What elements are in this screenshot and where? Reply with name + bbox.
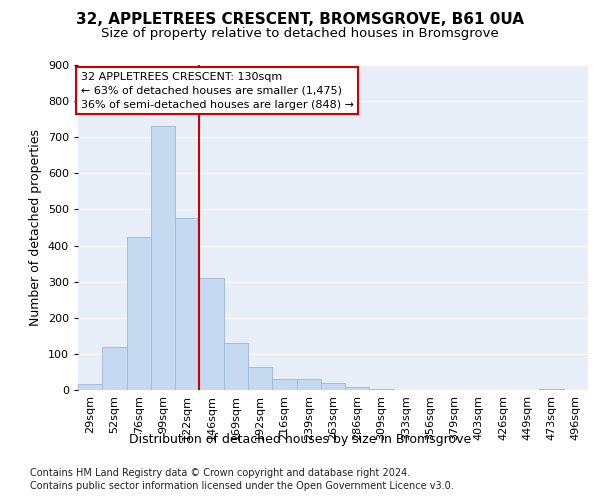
Text: Contains HM Land Registry data © Crown copyright and database right 2024.: Contains HM Land Registry data © Crown c… [30,468,410,477]
Text: Size of property relative to detached houses in Bromsgrove: Size of property relative to detached ho… [101,28,499,40]
Bar [345,387,370,390]
Text: 32 APPLETREES CRESCENT: 130sqm
← 63% of detached houses are smaller (1,475)
36% : 32 APPLETREES CRESCENT: 130sqm ← 63% of … [80,72,353,110]
Text: 32, APPLETREES CRESCENT, BROMSGROVE, B61 0UA: 32, APPLETREES CRESCENT, BROMSGROVE, B61… [76,12,524,28]
Bar [296,379,321,390]
Bar [102,346,127,390]
Bar [175,218,199,390]
Bar [272,379,296,390]
Bar [224,343,248,390]
Bar [127,236,151,390]
Bar [248,366,272,390]
Y-axis label: Number of detached properties: Number of detached properties [29,129,42,326]
Bar [78,384,102,390]
Text: Distribution of detached houses by size in Bromsgrove: Distribution of detached houses by size … [129,432,471,446]
Bar [321,383,345,390]
Bar [199,278,224,390]
Bar [151,126,175,390]
Text: Contains public sector information licensed under the Open Government Licence v3: Contains public sector information licen… [30,481,454,491]
